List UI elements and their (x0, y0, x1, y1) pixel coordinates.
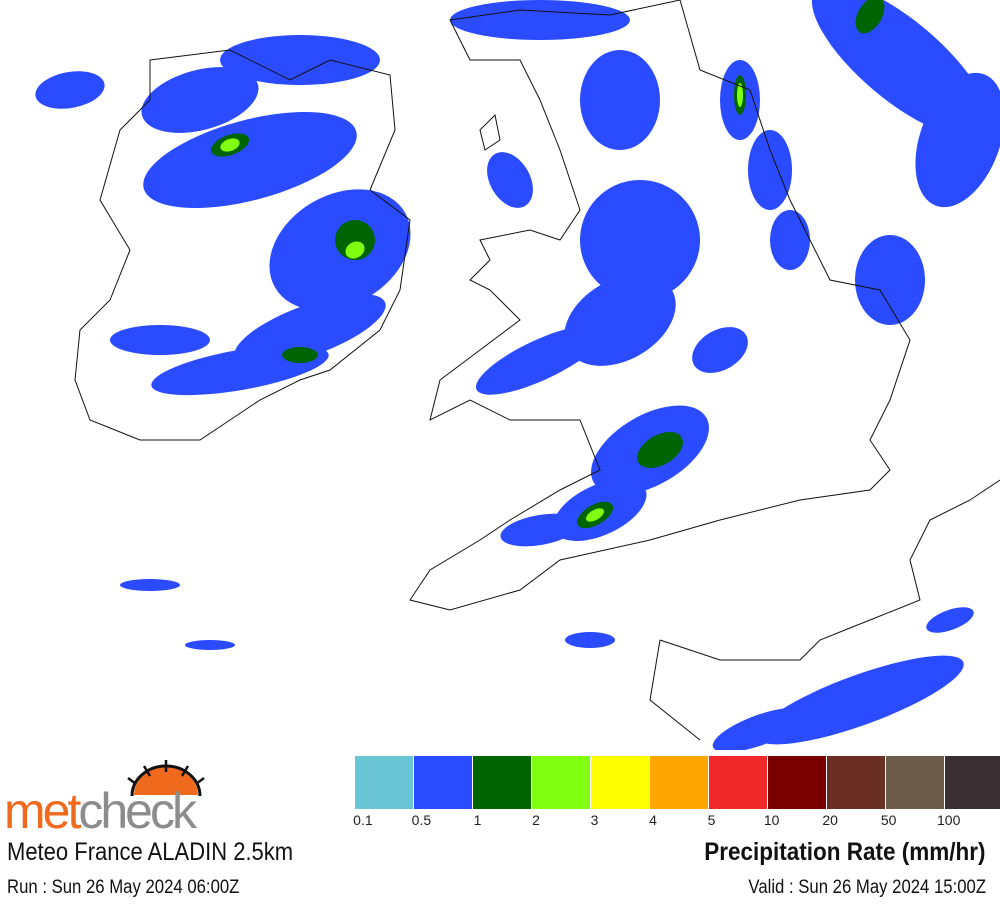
precip-area-light (143, 112, 357, 208)
legend-tick-labels: 0.1 0.5 1 2 3 4 5 10 20 50 100 (353, 812, 995, 832)
precip-area-light (926, 607, 974, 633)
metcheck-logo: metcheck (4, 760, 205, 835)
precip-area-light (35, 71, 105, 109)
legend-tick: 100 (936, 812, 961, 828)
precipitation-legend (355, 756, 1000, 809)
legend-swatch (827, 756, 886, 809)
precip-area-moderate (855, 0, 885, 34)
svg-text:metcheck: metcheck (4, 783, 198, 835)
precip-area-heavy (737, 83, 743, 107)
precip-area-light (141, 67, 259, 133)
legend-swatch (945, 756, 1000, 809)
legend-tick: 0.5 (411, 812, 432, 828)
precip-area-moderate (282, 347, 318, 363)
precip-area-light (692, 327, 748, 373)
precip-area-light (580, 50, 660, 150)
precip-area-light (450, 0, 630, 40)
precipitation-map (35, 0, 1000, 750)
precip-area-light (756, 655, 964, 745)
coastline-ireland (74, 49, 411, 441)
precip-area-light (120, 579, 180, 591)
precip-area-heavy (345, 241, 365, 259)
run-time: Run : Sun 26 May 2024 06:00Z (7, 877, 240, 898)
precip-area-light (565, 632, 615, 648)
logo-check: check (78, 783, 198, 835)
coastline-france (649, 479, 1000, 741)
precip-area-light (475, 325, 605, 395)
legend-tick: 10 (763, 812, 780, 828)
legend-swatch (473, 756, 532, 809)
legend-tick: 20 (822, 812, 838, 828)
legend-tick: 5 (707, 812, 716, 828)
precip-area-moderate (637, 431, 683, 469)
model-name: Meteo France ALADIN 2.5km (7, 838, 294, 866)
precip-area-light (500, 513, 580, 547)
legend-tick: 3 (590, 812, 599, 828)
legend-swatch (355, 756, 414, 809)
precip-area-light (770, 210, 810, 270)
precip-area-light (487, 152, 533, 208)
chart-title: Precipitation Rate (mm/hr) (704, 838, 986, 866)
logo-met: met (4, 783, 81, 835)
precip-area-light (712, 707, 808, 750)
coastlines (74, 0, 1000, 741)
precip-area-light (748, 130, 792, 210)
legend-swatch (591, 756, 650, 809)
precip-area-heavy (220, 138, 240, 152)
legend-tick: 4 (649, 812, 657, 828)
legend-swatch (532, 756, 591, 809)
legend-tick: 2 (532, 812, 540, 828)
legend-tick: 50 (880, 812, 897, 828)
valid-time: Valid : Sun 26 May 2024 15:00Z (748, 877, 986, 898)
precip-area-heavy (585, 508, 605, 522)
legend-swatch (768, 756, 827, 809)
precip-area-moderate (335, 220, 375, 260)
legend-swatch (650, 756, 709, 809)
precip-area-light (110, 325, 210, 355)
coastline-great-britain (409, 0, 911, 611)
legend-swatch (414, 756, 473, 809)
precip-area-light (220, 35, 380, 85)
legend-swatch (886, 756, 945, 809)
coastline-isle-of-man (479, 113, 501, 151)
sun-icon (127, 760, 205, 797)
legend-tick: 1 (473, 812, 482, 828)
precip-area-light (580, 180, 700, 300)
precip-area-light (915, 72, 1000, 208)
precipitation-layer (35, 0, 1000, 750)
precip-area-light (855, 235, 925, 325)
legend-tick: 0.1 (353, 812, 373, 828)
precip-area-light (185, 640, 235, 650)
legend-swatch (709, 756, 768, 809)
